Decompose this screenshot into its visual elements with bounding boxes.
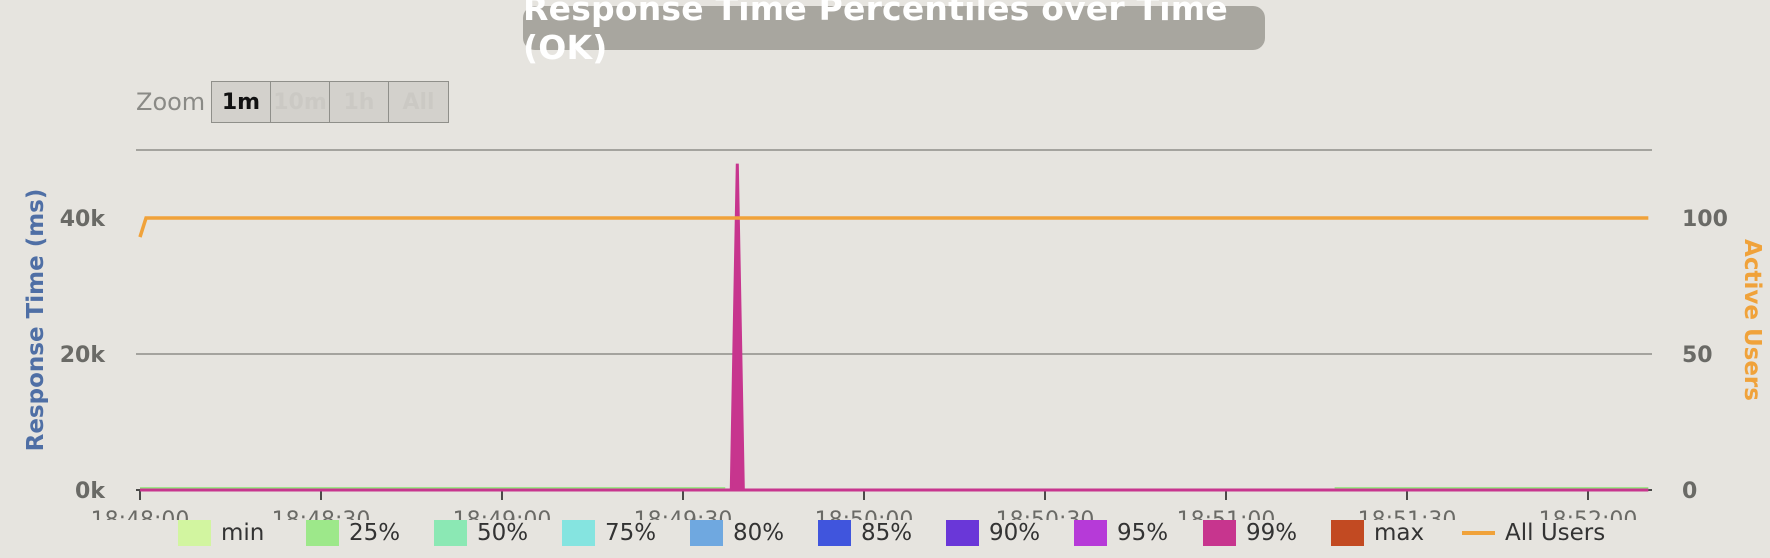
- legend-swatch: [946, 520, 979, 546]
- legend-label: All Users: [1505, 520, 1606, 546]
- legend-swatch: [818, 520, 851, 546]
- chart-plot-area: 0k 20k 40k 0 50 100 18:48:00 18:48:30 18:49:00 18…: [60, 149, 1728, 520]
- legend-label: 50%: [477, 520, 529, 546]
- legend-swatch: [562, 520, 595, 546]
- x-tick-label: 18:49:30: [634, 508, 733, 520]
- legend-swatch: [1462, 531, 1495, 535]
- legend-item[interactable]: min: [178, 520, 264, 546]
- legend-swatch: [178, 520, 211, 546]
- x-tick-label: 18:51:30: [1358, 508, 1457, 520]
- legend-item[interactable]: 95%: [1074, 520, 1168, 546]
- y2-tick-label: 100: [1682, 207, 1728, 232]
- legend-item[interactable]: All Users: [1462, 520, 1605, 546]
- zoom-10m-button[interactable]: 10m: [271, 82, 330, 122]
- y2-tick-label: 0: [1682, 479, 1697, 504]
- legend-label: 90%: [989, 520, 1041, 546]
- y-tick-label: 40k: [60, 207, 107, 232]
- legend: min 25% 50% 75% 80% 85% 90% 95% 99% max All Users: [0, 520, 1770, 552]
- legend-swatch: [1203, 520, 1236, 546]
- legend-swatch: [1074, 520, 1107, 546]
- legend-item[interactable]: 75%: [562, 520, 656, 546]
- x-tick-label: 18:48:30: [272, 508, 371, 520]
- x-tick-label: 18:50:00: [815, 508, 914, 520]
- legend-swatch: [434, 520, 467, 546]
- legend-item[interactable]: 90%: [946, 520, 1040, 546]
- legend-item[interactable]: 80%: [690, 520, 784, 546]
- x-tick-label: 18:50:30: [996, 508, 1095, 520]
- legend-item[interactable]: 85%: [818, 520, 912, 546]
- y-axis-title: Response Time (ms): [23, 188, 49, 452]
- legend-item[interactable]: 50%: [434, 520, 528, 546]
- legend-label: 95%: [1117, 520, 1169, 546]
- x-tick-label: 18:49:00: [453, 508, 552, 520]
- legend-item[interactable]: 99%: [1203, 520, 1297, 546]
- y-tick-label: 20k: [60, 343, 107, 368]
- legend-label: 80%: [733, 520, 785, 546]
- legend-label: max: [1374, 520, 1425, 546]
- legend-item[interactable]: 25%: [306, 520, 400, 546]
- zoom-button-group: 1m 10m 1h All: [211, 81, 449, 123]
- legend-swatch: [1331, 520, 1364, 546]
- y2-tick-label: 50: [1682, 343, 1713, 368]
- legend-item[interactable]: max: [1331, 520, 1424, 546]
- zoom-1h-button[interactable]: 1h: [330, 82, 389, 122]
- series-area-99-percentile: [140, 163, 1649, 492]
- legend-label: 75%: [605, 520, 657, 546]
- zoom-all-button[interactable]: All: [402, 89, 435, 115]
- x-tick-label: 18:48:00: [91, 508, 190, 520]
- legend-label: 25%: [349, 520, 401, 546]
- zoom-label: Zoom: [136, 88, 206, 116]
- y-tick-label: 0k: [75, 479, 106, 504]
- legend-label: 99%: [1246, 520, 1298, 546]
- x-tick-label: 18:52:00: [1539, 508, 1638, 520]
- zoom-1m-button[interactable]: 1m: [212, 82, 271, 122]
- x-tick-label: 18:51:00: [1177, 508, 1276, 520]
- legend-swatch: [306, 520, 339, 546]
- series-line-all-users: [138, 216, 1649, 238]
- y2-axis-title: Active Users: [1739, 239, 1765, 401]
- legend-swatch: [690, 520, 723, 546]
- legend-label: min: [221, 520, 265, 546]
- legend-label: 85%: [861, 520, 913, 546]
